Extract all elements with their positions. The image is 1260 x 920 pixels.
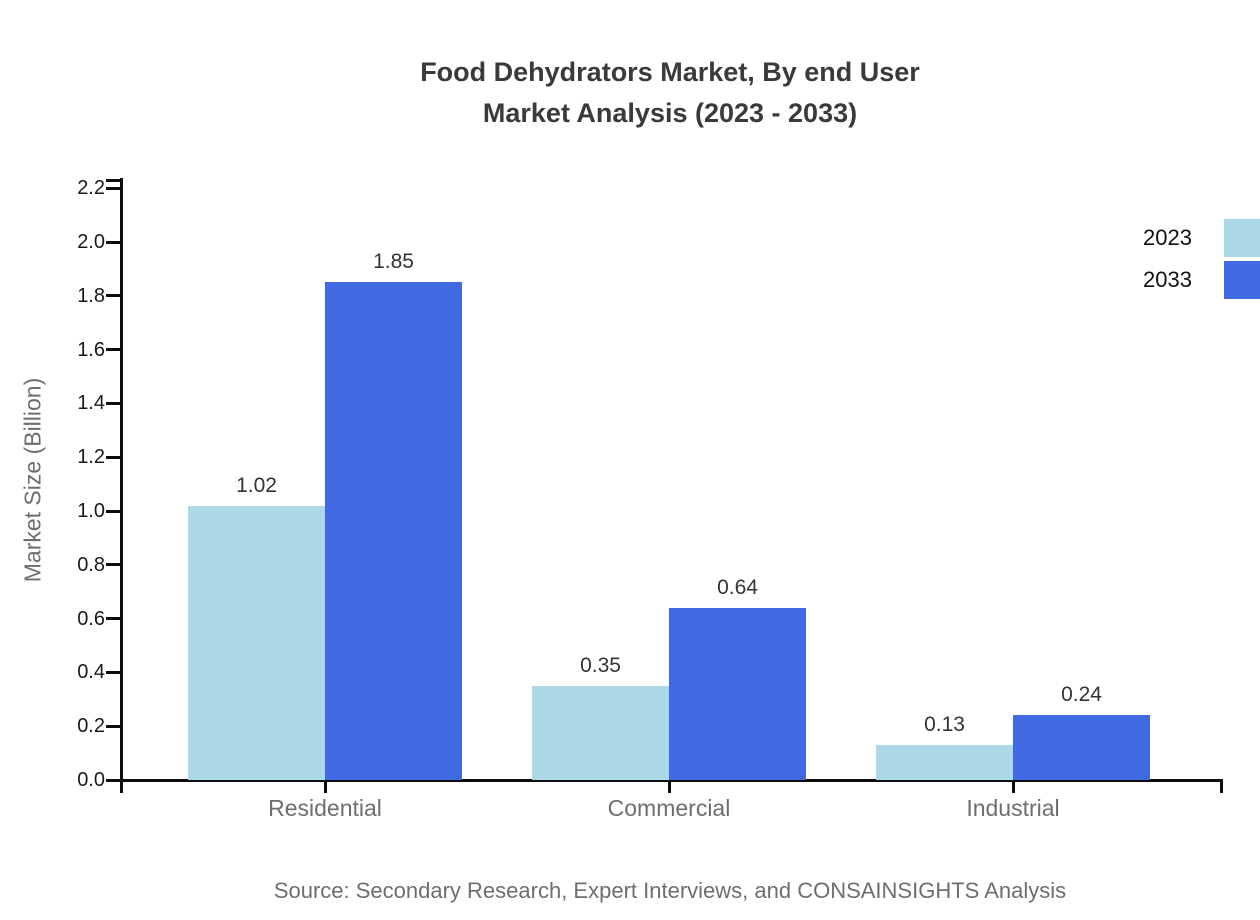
bar-2033-residential	[325, 282, 462, 780]
legend-swatch-2033	[1224, 261, 1260, 299]
y-tick-label: 2.0	[77, 231, 105, 253]
y-tick-label: 0.4	[77, 661, 105, 684]
x-axis-line	[120, 779, 1223, 782]
y-tick-label: 1.6	[77, 338, 105, 361]
y-tick-mark	[106, 563, 121, 567]
y-tick-mark	[106, 401, 121, 405]
y-tick-label: 1.4	[77, 392, 105, 415]
value-label-2023-residential: 1.02	[236, 473, 277, 497]
y-tick-mark	[106, 186, 121, 190]
y-tick-mark	[106, 670, 121, 674]
category-label-commercial: Commercial	[607, 795, 731, 821]
chart-title: Food Dehydrators Market, By end User Mar…	[80, 52, 1260, 134]
y-tick-mark	[106, 455, 121, 459]
bar-2023-commercial	[532, 685, 669, 780]
legend-label-2033: 2033	[1143, 267, 1192, 292]
chart-title-line2: Market Analysis (2023 - 2033)	[482, 98, 858, 128]
y-tick-mark	[106, 778, 121, 782]
y-axis-line	[120, 178, 123, 793]
x-axis-end-cap	[1220, 779, 1223, 793]
y-tick-label: 0.6	[77, 607, 105, 630]
y-tick-mark	[106, 509, 121, 513]
bar-2033-industrial	[1013, 715, 1150, 780]
legend-item-2023: 2023	[960, 219, 1260, 257]
y-tick-mark	[106, 240, 121, 244]
bar-2023-residential	[188, 505, 325, 780]
y-tick-label: 0.0	[77, 769, 105, 791]
source-note: Source: Secondary Research, Expert Inter…	[273, 878, 1067, 903]
bar-2033-commercial	[669, 607, 806, 780]
chart-title-line1: Food Dehydrators Market, By end User	[420, 57, 920, 87]
y-tick-mark	[106, 724, 121, 728]
value-label-2033-industrial: 0.24	[1061, 683, 1102, 707]
category-label-industrial: Industrial	[966, 795, 1060, 821]
x-tick-mark	[667, 782, 671, 793]
value-label-2023-commercial: 0.35	[580, 653, 621, 677]
legend-item-2033: 2033	[960, 261, 1260, 299]
y-tick-mark	[106, 617, 121, 621]
y-tick-label: 1.0	[77, 500, 105, 522]
y-tick-label: 1.8	[77, 284, 105, 307]
y-tick-label: 0.8	[77, 553, 105, 576]
legend-label-2023: 2023	[1143, 225, 1192, 250]
legend-swatch-2023	[1224, 219, 1260, 257]
y-tick-mark	[106, 348, 121, 352]
bar-2023-industrial	[876, 745, 1013, 780]
y-tick-label: 0.2	[77, 715, 105, 738]
x-tick-mark	[1011, 782, 1015, 793]
y-tick-label: 2.2	[77, 177, 105, 200]
category-label-residential: Residential	[268, 795, 382, 821]
value-label-2033-commercial: 0.64	[717, 575, 758, 599]
x-tick-mark	[323, 782, 327, 793]
y-tick-mark	[106, 294, 121, 298]
y-tick-label: 1.2	[77, 446, 105, 469]
y-axis-top-cap	[106, 179, 123, 182]
legend: 2023 2033	[960, 219, 1260, 303]
value-label-2033-residential: 1.85	[373, 250, 414, 274]
value-label-2023-industrial: 0.13	[924, 713, 965, 737]
